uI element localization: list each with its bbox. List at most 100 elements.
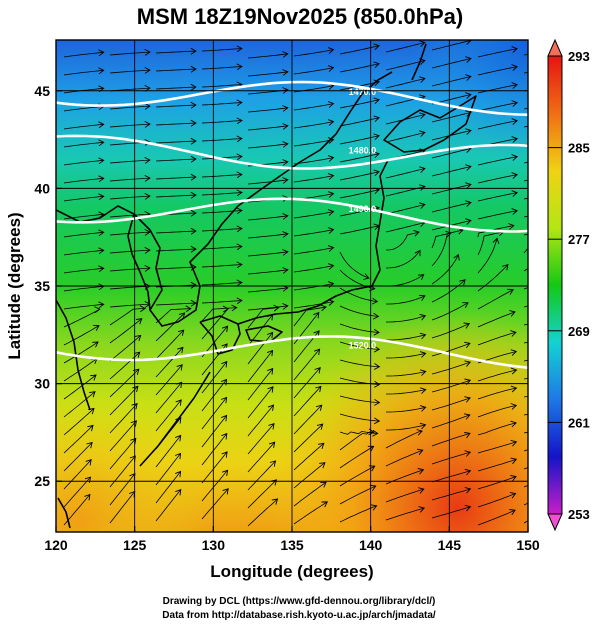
streamline <box>63 177 104 184</box>
x-tick-label: 145 <box>438 537 462 553</box>
streamline <box>431 130 471 141</box>
streamline-arrow <box>98 265 105 273</box>
streamline-arrow <box>509 509 516 516</box>
streamline <box>339 189 380 199</box>
streamline <box>477 156 518 166</box>
streamline <box>339 323 380 333</box>
streamline-arrow <box>221 325 229 333</box>
streamline <box>293 175 334 183</box>
streamline <box>339 269 375 290</box>
streamline <box>431 414 470 429</box>
streamline-arrow <box>419 76 426 83</box>
streamline <box>201 120 242 124</box>
streamline-arrow <box>465 110 472 117</box>
streamline <box>477 120 518 130</box>
streamline-arrow <box>313 311 320 319</box>
streamline <box>339 45 380 55</box>
streamline <box>155 489 182 522</box>
colorbar-label: 253 <box>568 507 590 522</box>
streamline <box>386 371 426 377</box>
streamline-arrow <box>373 97 380 105</box>
streamline <box>247 350 273 383</box>
streamline <box>155 329 184 360</box>
streamline-arrow <box>236 135 243 143</box>
streamline <box>155 104 196 108</box>
streamline <box>293 442 325 471</box>
streamline-arrow <box>190 137 197 145</box>
streamline <box>155 122 196 126</box>
streamline-arrow <box>327 299 335 306</box>
streamline <box>339 341 380 350</box>
streamline-arrow <box>445 230 452 238</box>
streamline-arrow <box>320 304 327 312</box>
streamline-arrow <box>190 299 197 307</box>
streamline-arrow <box>178 312 186 319</box>
streamline <box>385 204 425 215</box>
streamline <box>109 105 150 110</box>
streamline-arrow <box>327 101 335 108</box>
streamline-arrow <box>98 121 105 129</box>
streamline <box>155 417 182 450</box>
streamline-arrow <box>144 265 151 272</box>
wind-streamlines <box>63 40 528 527</box>
streamline <box>247 404 274 437</box>
japan-hokkaido <box>383 95 477 153</box>
streamline-arrow <box>236 99 243 107</box>
streamline <box>431 76 471 87</box>
streamline <box>385 488 424 503</box>
streamline <box>431 506 471 519</box>
streamline <box>385 168 425 179</box>
streamline <box>247 460 276 491</box>
streamline-arrow <box>236 243 243 251</box>
taiwan <box>57 497 71 529</box>
colorbar-label: 285 <box>568 141 590 156</box>
streamline <box>109 335 141 362</box>
streamline <box>63 341 99 364</box>
streamline-arrow <box>144 85 151 92</box>
streamline-arrow <box>177 329 185 336</box>
streamline <box>247 53 288 59</box>
streamline <box>247 269 288 275</box>
streamline <box>293 367 321 399</box>
streamline <box>63 425 94 454</box>
streamline <box>431 470 471 483</box>
streamline-arrow <box>374 380 381 388</box>
colorbar-max-arrow <box>547 38 563 57</box>
streamline-arrow <box>511 82 518 89</box>
streamline <box>431 254 459 285</box>
streamline <box>109 403 138 434</box>
streamline <box>109 285 150 290</box>
streamline <box>109 303 150 308</box>
streamline <box>477 210 518 220</box>
streamline <box>386 424 426 431</box>
streamline-arrow <box>144 301 151 308</box>
colorbar-label: 277 <box>568 232 590 247</box>
streamline-arrow <box>282 303 289 310</box>
streamline-arrow <box>419 314 427 321</box>
streamline <box>247 423 275 455</box>
streamline-arrow <box>236 171 243 179</box>
streamline <box>63 408 95 436</box>
streamline <box>247 368 274 401</box>
streamline-arrow <box>282 105 289 112</box>
streamline-arrow <box>282 69 289 76</box>
streamline-arrow <box>419 40 426 47</box>
streamline <box>339 171 380 181</box>
streamline-arrow <box>509 492 517 499</box>
streamline-arrow <box>98 211 105 219</box>
streamline <box>385 449 423 467</box>
streamline <box>201 282 242 286</box>
streamline-arrow <box>144 49 151 56</box>
streamline-arrow <box>416 448 424 456</box>
streamline <box>247 332 273 365</box>
streamline <box>155 194 196 198</box>
streamline-arrow <box>373 417 381 425</box>
streamline-arrow <box>144 175 151 182</box>
japan-shikoku <box>245 325 283 343</box>
streamline-arrow <box>320 481 327 488</box>
streamline <box>63 494 91 526</box>
streamline <box>293 157 334 165</box>
streamline <box>247 251 288 257</box>
streamline <box>293 306 327 327</box>
streamline <box>386 334 426 341</box>
